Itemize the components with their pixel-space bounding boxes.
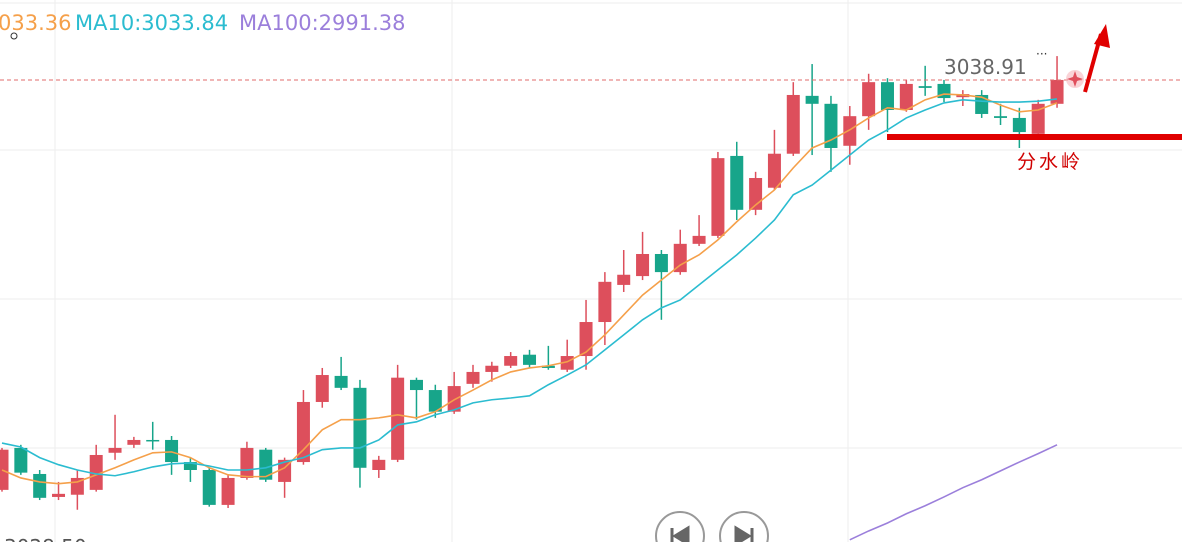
legend-entry: MA10:3033.84 <box>75 11 228 35</box>
playback-controls <box>655 511 769 542</box>
candle-body <box>165 439 179 463</box>
candle-body <box>692 235 706 244</box>
arrow <box>1083 24 1110 93</box>
candle-body <box>409 379 423 391</box>
candle-body <box>579 322 593 357</box>
candle-body <box>146 439 160 442</box>
candle-body <box>259 449 273 480</box>
marker <box>1066 70 1084 88</box>
last-price-label: 3038.91 <box>944 55 1027 79</box>
candle-body <box>824 103 838 148</box>
candle-body <box>918 86 932 88</box>
legend: 033.36 MA10:3033.84 MA100:2991.38 <box>0 11 405 35</box>
plot <box>0 56 1182 541</box>
candle-body <box>1050 79 1064 104</box>
candle-body <box>240 447 254 478</box>
legend-entry: 033.36 <box>0 11 71 35</box>
candle-body <box>89 454 103 490</box>
candle-body <box>975 94 989 114</box>
next-icon <box>734 525 754 542</box>
candle-body <box>673 243 687 273</box>
candle-body <box>843 116 857 146</box>
candle-body <box>428 390 442 412</box>
candle-body <box>862 82 876 117</box>
candle-body <box>1031 103 1045 134</box>
candle-body <box>391 377 405 460</box>
candle-body <box>372 459 386 470</box>
candle-body <box>466 371 480 384</box>
prev-button[interactable] <box>655 511 705 542</box>
candle-body <box>14 447 28 473</box>
candle-body <box>636 253 650 277</box>
prev-icon <box>670 525 690 542</box>
candle-body <box>353 387 367 468</box>
candle-body <box>805 95 819 104</box>
legend-entry: MA100:2991.38 <box>239 11 405 35</box>
candle-body <box>730 155 744 210</box>
candle-body <box>485 365 499 372</box>
candle-body <box>617 274 631 285</box>
candle-body <box>994 116 1008 118</box>
ma-line <box>1 93 1058 485</box>
candle-body <box>183 462 197 470</box>
candle-body <box>767 153 781 188</box>
candle-body <box>315 375 329 402</box>
candle-body <box>523 354 537 365</box>
next-button[interactable] <box>719 511 769 542</box>
candle-body <box>541 365 555 368</box>
candle-body <box>202 469 216 505</box>
candle-body <box>598 281 612 323</box>
marker-star <box>1067 71 1083 87</box>
ma-line <box>1 98 1058 477</box>
y-tick-label: 3028.50 <box>4 535 87 542</box>
candle-body <box>880 82 894 110</box>
ma-line <box>849 444 1058 541</box>
candle-body <box>108 447 122 453</box>
candle-body <box>0 449 9 490</box>
candle-body <box>786 94 800 154</box>
candle-body <box>33 473 47 498</box>
candle-body <box>52 493 66 497</box>
cursor-dot <box>10 32 18 40</box>
candle-body <box>221 477 235 505</box>
candle-body <box>654 253 668 273</box>
arrow-head <box>1094 24 1110 48</box>
candle-body <box>711 158 725 236</box>
candle-body <box>504 356 518 366</box>
candle-body <box>334 375 348 388</box>
candle-body <box>899 83 913 110</box>
candle-body <box>1012 117 1026 133</box>
dots: ··· <box>1036 47 1047 61</box>
candle-body <box>127 439 141 445</box>
annotation: 分水岭 <box>1017 151 1083 173</box>
